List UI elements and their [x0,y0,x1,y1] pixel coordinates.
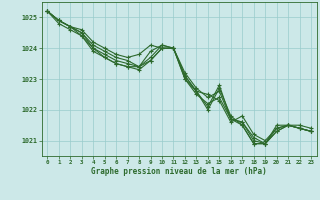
X-axis label: Graphe pression niveau de la mer (hPa): Graphe pression niveau de la mer (hPa) [91,167,267,176]
